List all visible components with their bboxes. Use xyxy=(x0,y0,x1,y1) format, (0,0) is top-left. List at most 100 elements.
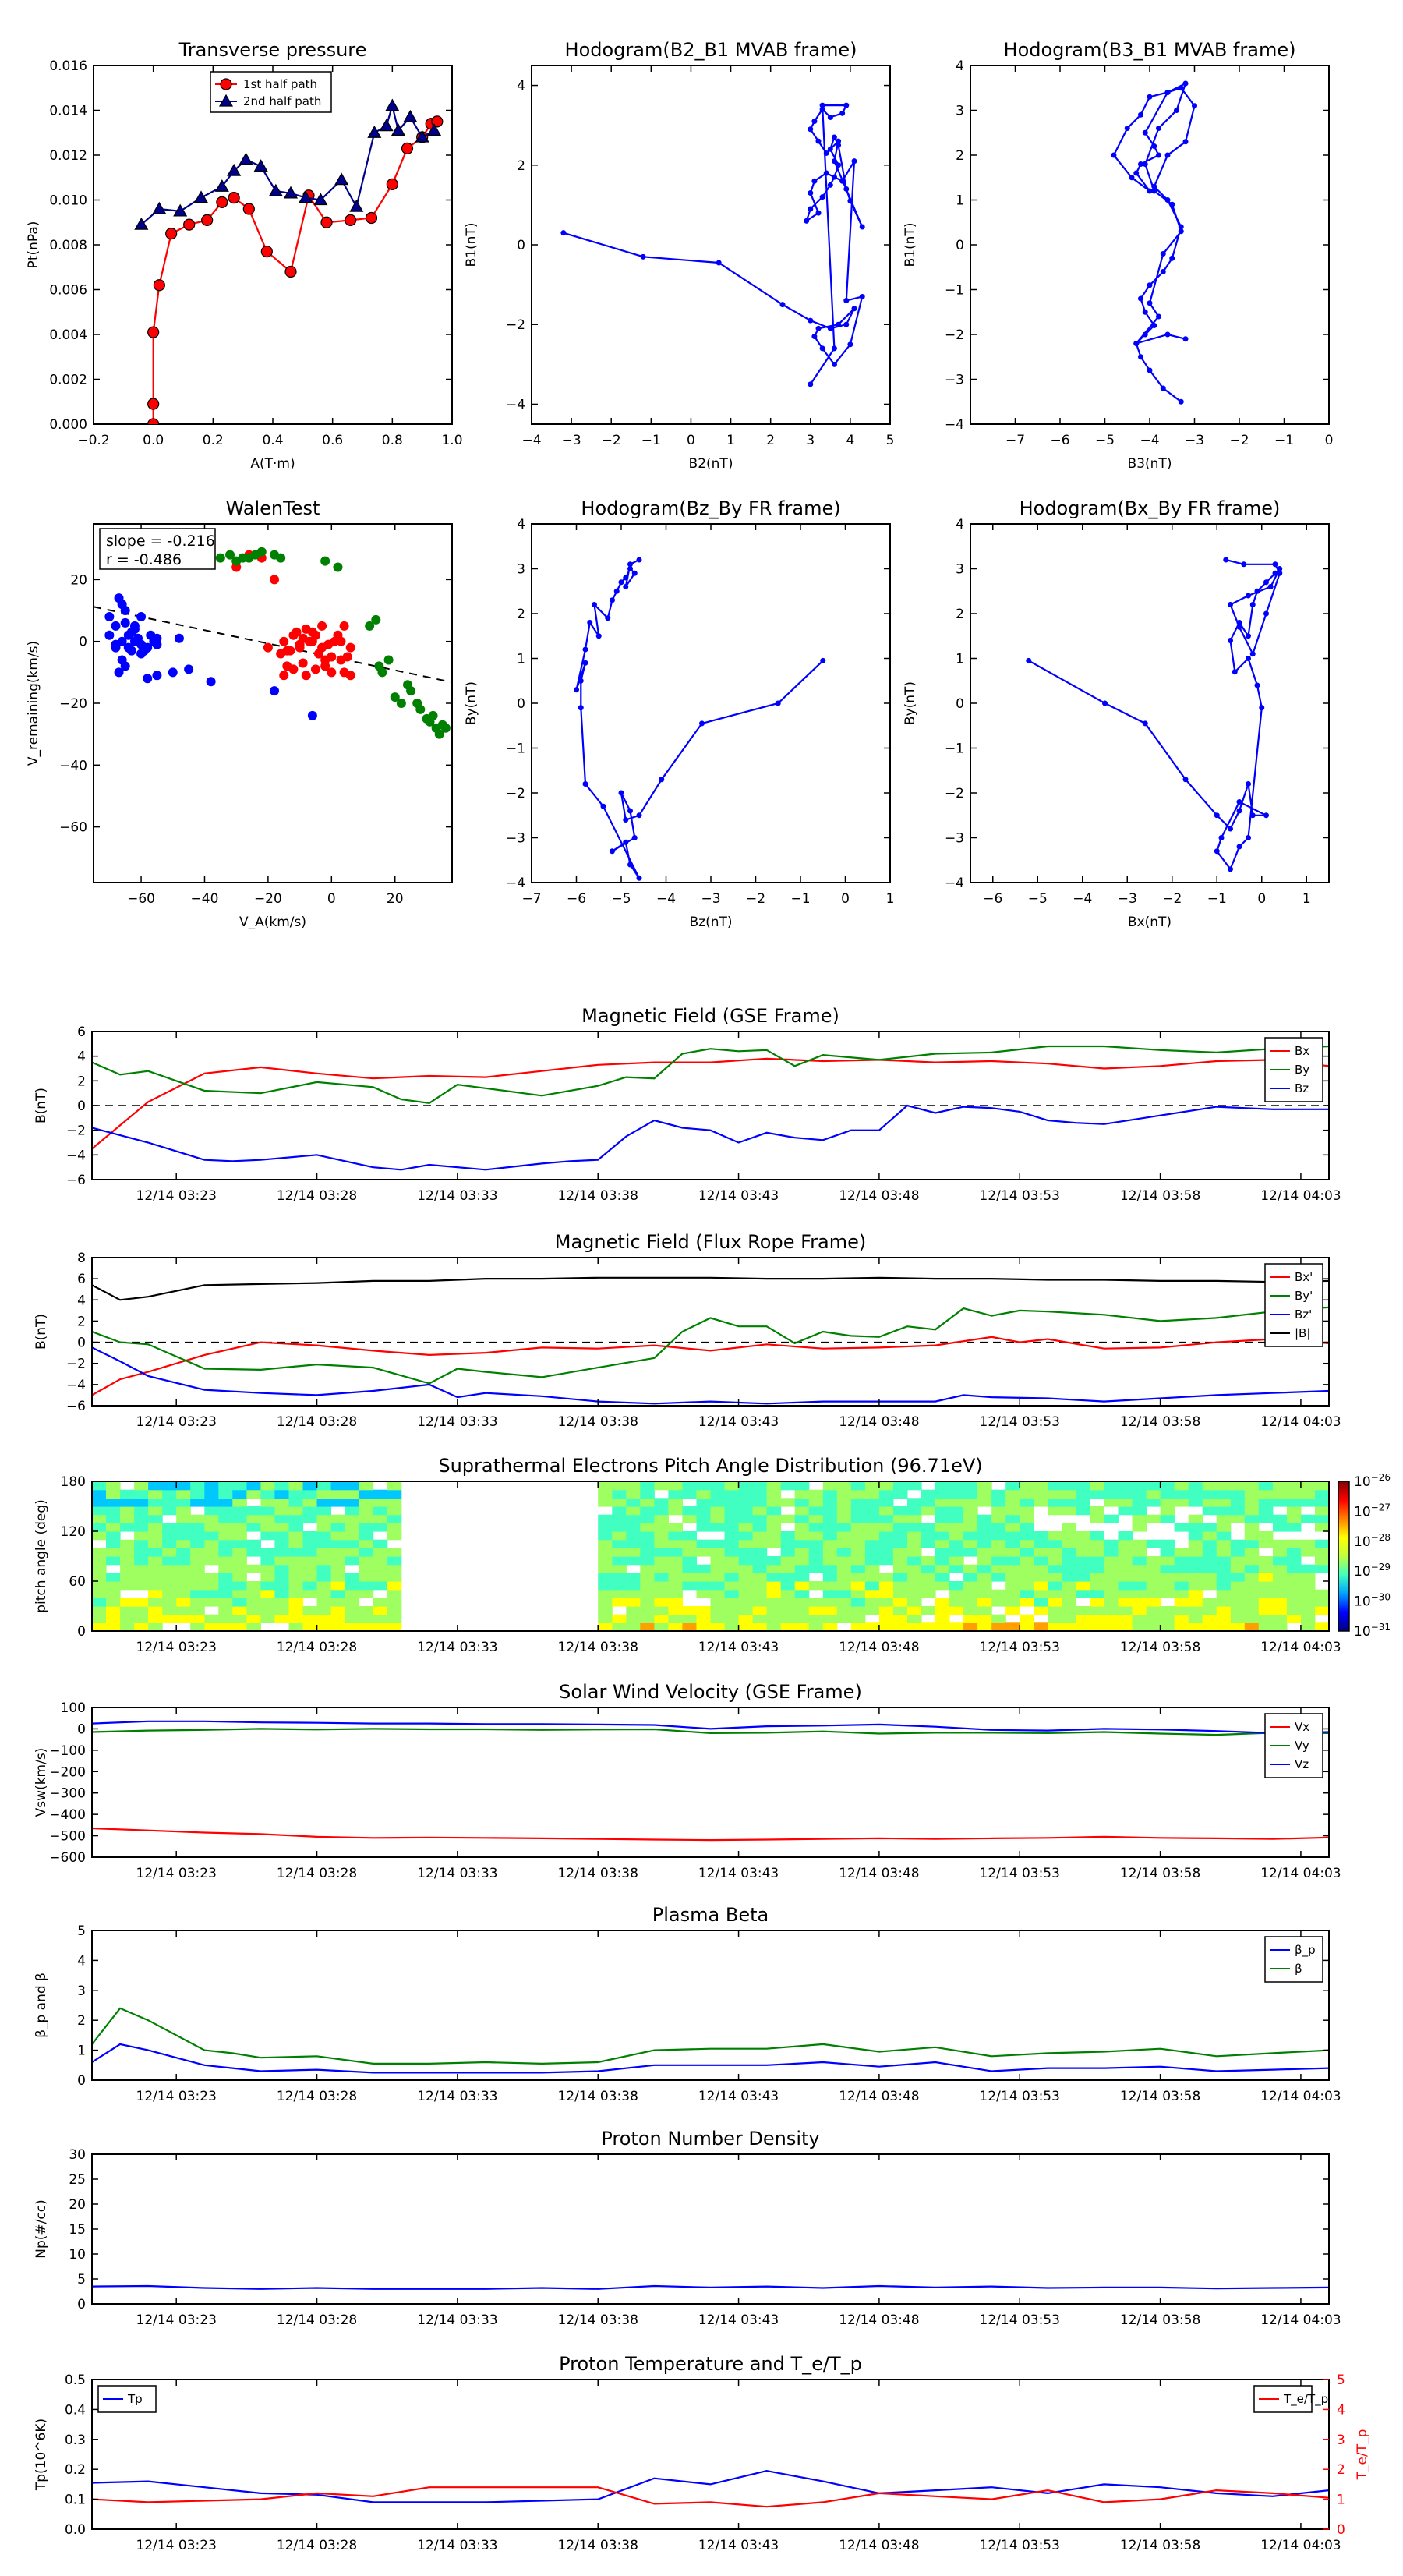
heatmap-cell xyxy=(963,1598,978,1607)
heatmap-cell xyxy=(1132,1606,1147,1615)
chart-title: Hodogram(B2_B1 MVAB frame) xyxy=(565,39,857,61)
heatmap-cell xyxy=(668,1506,683,1516)
heatmap-cell xyxy=(836,1564,852,1573)
heatmap-cell xyxy=(359,1531,374,1541)
data-point xyxy=(299,190,313,203)
data-point xyxy=(270,575,280,585)
x-tick-label: 12/14 03:58 xyxy=(1120,1866,1200,1881)
data-point xyxy=(636,557,642,563)
heatmap-cell xyxy=(1132,1622,1147,1631)
heatmap-cell xyxy=(134,1598,149,1607)
heatmap-cell xyxy=(935,1556,950,1566)
heatmap-cell xyxy=(1174,1614,1189,1623)
data-point xyxy=(104,611,115,621)
heatmap-cell xyxy=(864,1498,880,1507)
heatmap-cell xyxy=(162,1581,177,1591)
x-tick-label: 12/14 03:23 xyxy=(136,1640,217,1655)
heatmap-cell xyxy=(274,1564,289,1573)
heatmap-cell xyxy=(963,1489,978,1499)
data-point xyxy=(260,246,273,258)
data-point xyxy=(1026,657,1032,663)
heatmap-cell xyxy=(850,1614,866,1623)
heatmap-cell xyxy=(330,1539,346,1548)
data-point xyxy=(1254,682,1260,688)
heatmap-cell xyxy=(752,1589,768,1598)
heatmap-cell xyxy=(176,1581,191,1591)
data-point xyxy=(1160,269,1166,274)
heatmap-cell xyxy=(907,1581,922,1591)
heatmap-cell xyxy=(218,1514,233,1523)
heatmap-cell xyxy=(682,1556,697,1566)
timeseries-tp: Proton Temperature and T_e/T_p12/14 03:2… xyxy=(34,2353,1370,2553)
heatmap-cell xyxy=(373,1514,388,1523)
heatmap-cell xyxy=(1244,1548,1260,1557)
heatmap-cell xyxy=(190,1573,205,1582)
data-point xyxy=(1263,610,1269,617)
heatmap-cell xyxy=(373,1606,388,1615)
y-right-tick-label: 0 xyxy=(1337,2522,1345,2538)
heatmap-cell xyxy=(1286,1581,1302,1591)
heatmap-cell xyxy=(766,1606,782,1615)
heatmap-cell xyxy=(302,1573,318,1582)
heatmap-cell xyxy=(106,1489,121,1499)
heatmap-cell xyxy=(134,1622,149,1631)
heatmap-cell xyxy=(1118,1506,1133,1516)
heatmap-cell xyxy=(878,1514,894,1523)
heatmap-cell xyxy=(1104,1573,1119,1582)
y-tick-label: 2 xyxy=(517,158,525,174)
heatmap-cell xyxy=(120,1598,135,1607)
heatmap-cell xyxy=(710,1498,726,1507)
heatmap-cell xyxy=(190,1548,205,1557)
heatmap-cell xyxy=(682,1489,697,1499)
heatmap-cell xyxy=(387,1548,402,1557)
heatmap-cell xyxy=(766,1481,782,1491)
heatmap-cell xyxy=(162,1556,177,1566)
data-point xyxy=(242,203,255,215)
data-point xyxy=(1142,161,1148,167)
heatmap-cell xyxy=(106,1548,121,1557)
data-point xyxy=(239,152,253,165)
heatmap-cell xyxy=(921,1506,936,1516)
heatmap-cell xyxy=(766,1581,782,1591)
heatmap-cell xyxy=(668,1598,683,1607)
series-line xyxy=(1112,81,1196,403)
heatmap-cell xyxy=(373,1556,388,1566)
heatmap-cell xyxy=(190,1622,205,1631)
heatmap-cell xyxy=(682,1606,697,1615)
heatmap-cell xyxy=(1216,1481,1232,1491)
data-point xyxy=(201,214,214,226)
heatmap-cell xyxy=(1104,1622,1119,1631)
heatmap-cell xyxy=(794,1614,810,1623)
x-tick-label: −5 xyxy=(1095,433,1115,448)
heatmap-cell xyxy=(359,1506,374,1516)
heatmap-cell xyxy=(1315,1506,1329,1516)
heatmap-cell xyxy=(991,1622,1006,1631)
data-point xyxy=(815,210,822,216)
heatmap-cell xyxy=(288,1539,304,1548)
x-tick-label: 0.6 xyxy=(322,433,343,448)
heatmap-cell xyxy=(892,1606,908,1615)
data-point xyxy=(811,178,818,184)
heatmap-cell xyxy=(1132,1481,1147,1491)
heatmap-cell xyxy=(218,1622,233,1631)
heatmap-cell xyxy=(1286,1514,1302,1523)
heatmap-cell xyxy=(1160,1481,1175,1491)
axes-frame xyxy=(93,65,453,425)
heatmap-cell xyxy=(1132,1614,1147,1623)
heatmap-cell xyxy=(752,1614,768,1623)
heatmap-cell xyxy=(963,1606,978,1615)
heatmap-cell xyxy=(92,1581,107,1591)
plot-area xyxy=(92,1481,1329,1631)
heatmap-cell xyxy=(134,1514,149,1523)
heatmap-cell xyxy=(836,1539,852,1548)
heatmap-cell xyxy=(134,1531,149,1541)
heatmap-cell xyxy=(977,1489,992,1499)
heatmap-cell xyxy=(330,1489,346,1499)
heatmap-cell xyxy=(162,1614,177,1623)
heatmap-cell xyxy=(1216,1589,1232,1598)
heatmap-cell xyxy=(1076,1581,1090,1591)
heatmap-cell xyxy=(640,1523,655,1532)
heatmap-cell xyxy=(640,1514,655,1523)
data-point xyxy=(168,667,178,678)
